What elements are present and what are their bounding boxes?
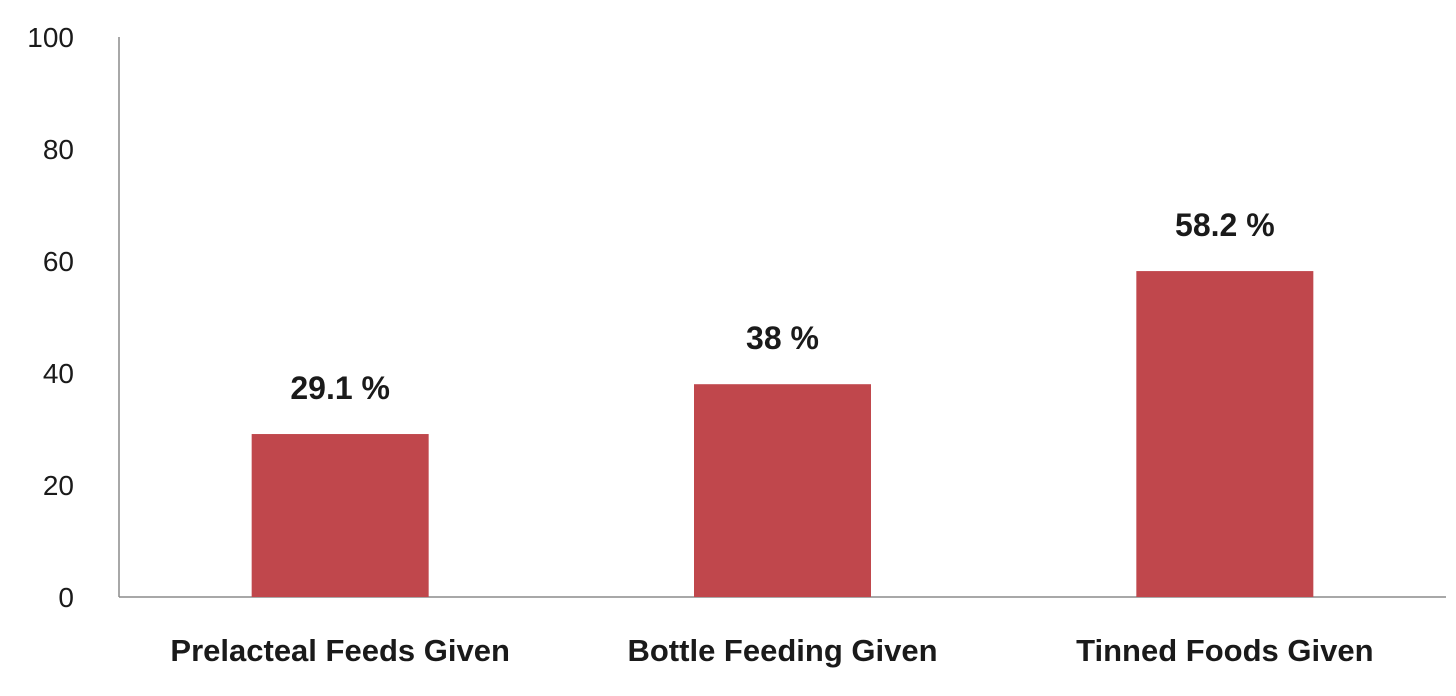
y-tick-label: 0 — [58, 582, 74, 613]
y-tick-label: 60 — [43, 246, 74, 277]
bar — [694, 384, 871, 597]
y-tick-label: 20 — [43, 470, 74, 501]
data-label: 38 % — [746, 320, 819, 356]
data-labels: 29.1 % 38 % 58.2 % — [290, 207, 1274, 406]
y-tick-label: 100 — [27, 22, 74, 53]
bars — [251, 271, 1314, 597]
y-tick-label: 40 — [43, 358, 74, 389]
y-tick-label: 80 — [43, 134, 74, 165]
data-label: 58.2 % — [1175, 207, 1275, 243]
x-tick-label: Bottle Feeding Given — [627, 633, 937, 668]
x-tick-label: Tinned Foods Given — [1076, 633, 1373, 668]
y-axis: 0 20 40 60 80 100 — [27, 22, 120, 613]
x-tick-label: Prelacteal Feeds Given — [170, 633, 509, 668]
bar — [1136, 271, 1314, 597]
x-axis: Prelacteal Feeds Given Bottle Feeding Giv… — [119, 596, 1446, 668]
bar — [251, 434, 429, 597]
data-label: 29.1 % — [290, 370, 390, 406]
